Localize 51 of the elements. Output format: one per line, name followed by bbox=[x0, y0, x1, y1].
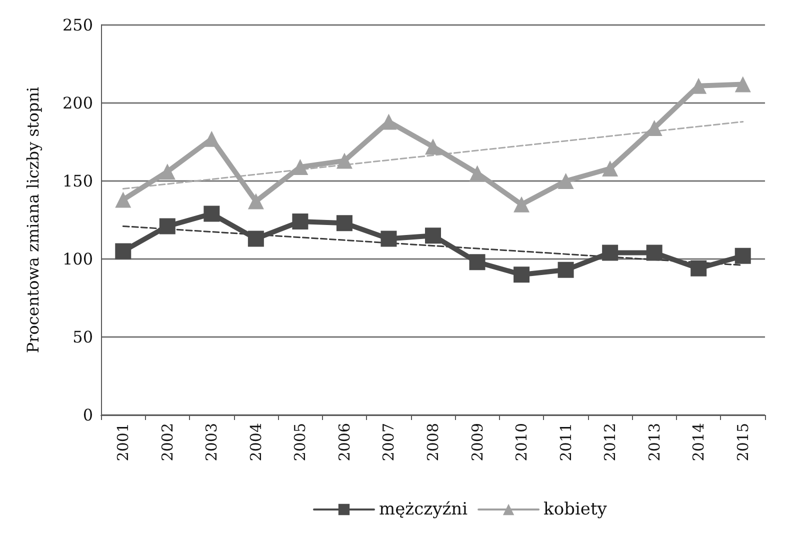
x-tick-label: 2014 bbox=[690, 423, 708, 462]
point bbox=[425, 138, 441, 155]
x-tick-label: 2002 bbox=[158, 423, 176, 462]
point bbox=[336, 152, 352, 169]
x-tick-label: 2015 bbox=[734, 423, 752, 462]
legend-label: kobiety bbox=[544, 500, 608, 520]
point bbox=[204, 206, 220, 222]
point bbox=[204, 130, 220, 147]
x-tick-label: 2010 bbox=[512, 423, 531, 462]
point bbox=[558, 262, 574, 278]
y-tick-label: 150 bbox=[62, 172, 93, 190]
point bbox=[602, 160, 618, 177]
y-axis-title: Procentowa zmiana liczby stopni bbox=[24, 86, 42, 354]
point bbox=[514, 196, 530, 212]
point bbox=[159, 164, 176, 180]
x-tick-label: 2009 bbox=[468, 423, 486, 462]
point bbox=[646, 244, 662, 261]
point bbox=[380, 230, 397, 247]
y-tick-label: 200 bbox=[62, 94, 93, 112]
point bbox=[734, 248, 751, 264]
x-tick-label: 2012 bbox=[601, 423, 620, 462]
point bbox=[734, 76, 751, 92]
y-tick-label: 50 bbox=[72, 328, 93, 346]
point bbox=[690, 260, 707, 276]
point bbox=[425, 228, 441, 244]
x-tick-label: 2008 bbox=[424, 423, 442, 462]
point bbox=[558, 173, 574, 189]
point bbox=[248, 193, 264, 210]
x-tick-label: 2013 bbox=[645, 423, 664, 462]
x-tick-label: 2005 bbox=[291, 423, 310, 462]
point bbox=[115, 243, 132, 260]
x-tick-label: 2006 bbox=[335, 423, 354, 462]
x-tick-label: 2011 bbox=[556, 423, 575, 462]
point bbox=[159, 218, 176, 234]
point bbox=[469, 165, 486, 182]
point bbox=[469, 254, 486, 270]
point bbox=[292, 214, 308, 230]
x-tick-label: 2007 bbox=[380, 423, 398, 462]
point bbox=[248, 230, 264, 247]
point bbox=[292, 158, 308, 175]
y-tick-label: 250 bbox=[62, 16, 93, 34]
x-tick-label: 2003 bbox=[202, 423, 221, 462]
x-tick-label: 2004 bbox=[246, 423, 265, 462]
y-tick-label: 100 bbox=[62, 250, 93, 268]
point bbox=[602, 244, 618, 261]
legend-label: mężczyźni bbox=[379, 500, 468, 520]
x-tick-label: 2001 bbox=[114, 423, 132, 462]
y-tick-label: 0 bbox=[82, 406, 93, 424]
point bbox=[336, 215, 352, 232]
point bbox=[115, 192, 132, 208]
point bbox=[514, 266, 530, 283]
